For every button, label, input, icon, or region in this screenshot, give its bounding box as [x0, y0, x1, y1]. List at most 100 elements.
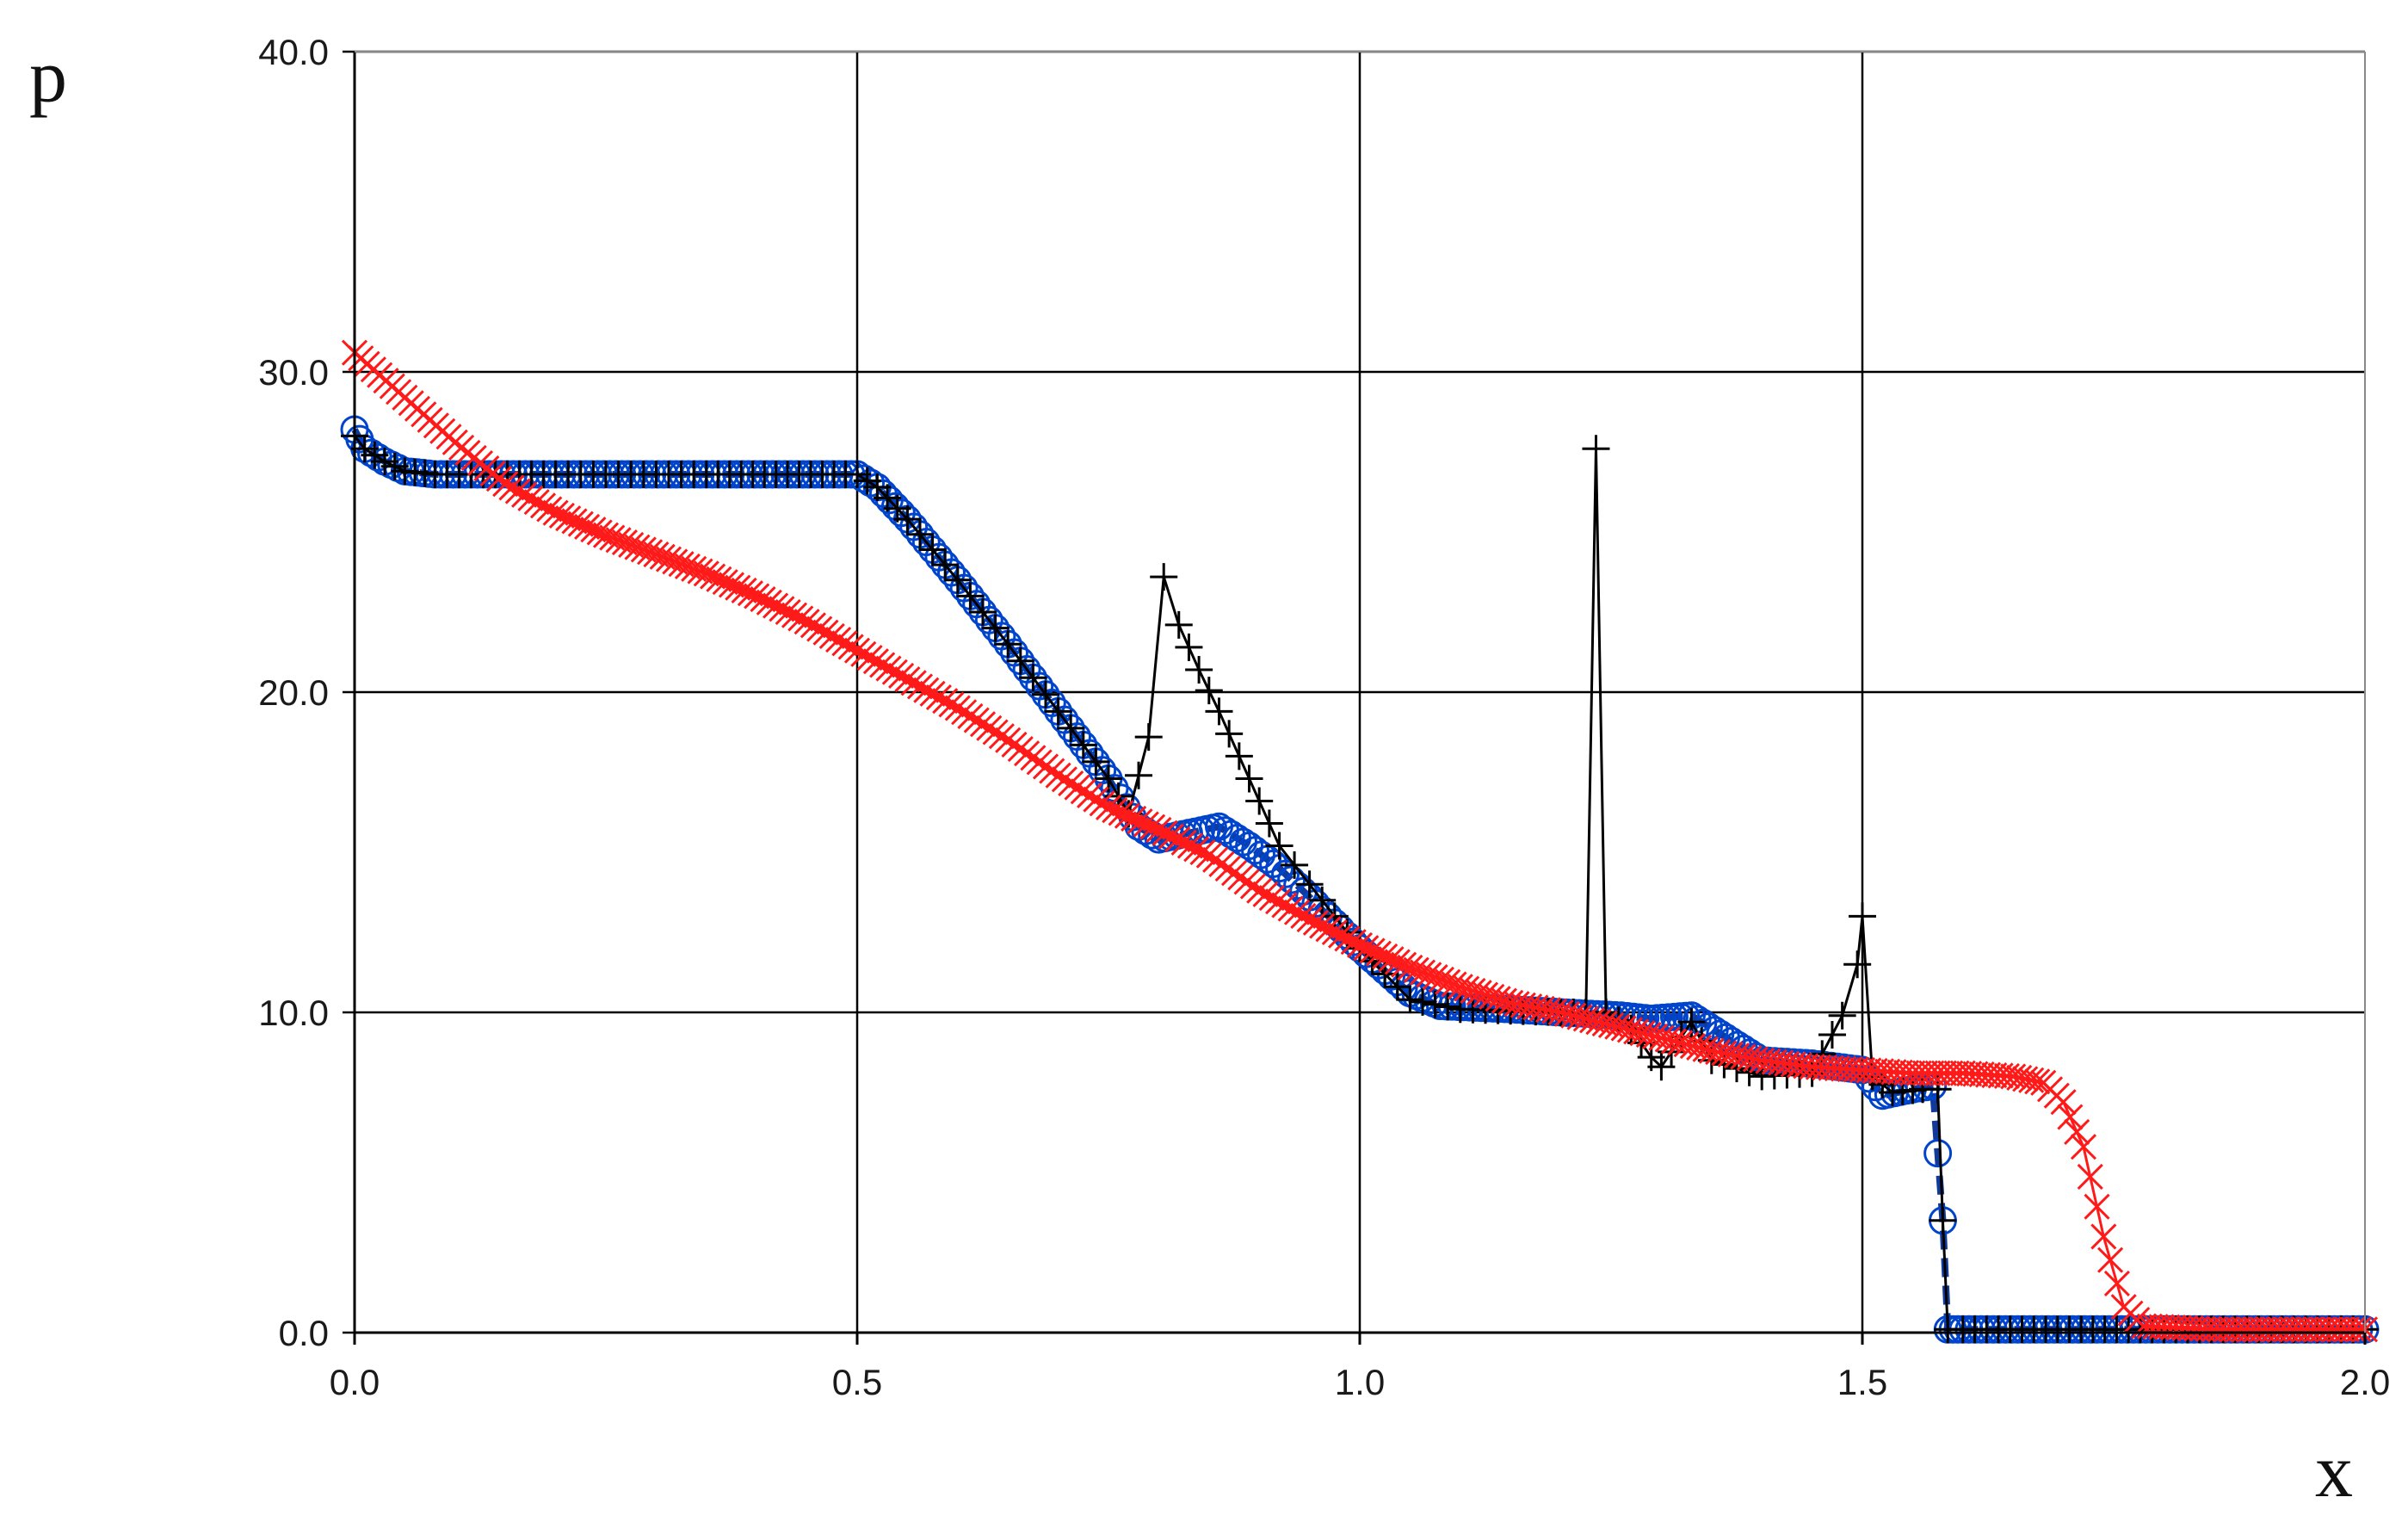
data-point: [1239, 873, 1266, 900]
data-point: [511, 481, 538, 508]
data-point: [712, 569, 738, 596]
data-point: [818, 622, 845, 649]
data-point: [1189, 838, 1216, 866]
data-point: [982, 719, 1009, 746]
data-point: [1164, 826, 1191, 853]
data-point: [919, 680, 946, 707]
data-point: [763, 592, 789, 619]
data-point: [1295, 870, 1324, 899]
data-point: [843, 637, 871, 664]
y-tick-label: 30.0: [258, 352, 329, 393]
data-point: [2315, 1316, 2343, 1343]
data-point: [1202, 846, 1229, 873]
data-point: [1095, 794, 1122, 820]
data-point: [693, 560, 719, 587]
data-point: [1918, 1060, 1945, 1086]
data-point: [2050, 1089, 2077, 1116]
data-point: [981, 614, 1010, 642]
data-point: [1175, 633, 1203, 661]
data-point: [504, 478, 531, 504]
data-point: [1134, 723, 1163, 752]
data-point: [951, 699, 978, 726]
data-point: [862, 648, 889, 675]
data-point: [744, 583, 770, 609]
data-point: [1281, 851, 1309, 879]
data-point: [1340, 929, 1367, 956]
data-point: [517, 485, 544, 512]
data-point: [2327, 1316, 2355, 1343]
data-point: [988, 723, 1015, 750]
data-point: [1911, 1060, 1939, 1086]
data-point: [1667, 1023, 1695, 1051]
data-point: [523, 489, 550, 516]
data-point: [1069, 731, 1097, 759]
x-tick-label: 2.0: [2340, 1362, 2390, 1402]
data-point: [2103, 1270, 2130, 1297]
data-point: [561, 508, 588, 535]
data-point: [1849, 902, 1876, 931]
data-point: [932, 688, 959, 715]
data-point: [718, 572, 745, 598]
data-point: [1320, 902, 1349, 931]
data-point: [2057, 1104, 2084, 1130]
data-point: [1014, 740, 1040, 767]
data-point: [1365, 940, 1392, 967]
data-point: [1077, 782, 1103, 809]
data-point: [1082, 747, 1110, 776]
data-point: [944, 695, 971, 721]
data-point: [775, 598, 801, 626]
data-point: [2225, 1316, 2251, 1343]
data-point: [1930, 1060, 1957, 1086]
data-point: [1309, 913, 1336, 939]
data-point: [580, 517, 607, 543]
data-point: [1937, 1060, 1964, 1086]
tick-labels: 0.0 10.0 20.0 30.0 40.0 0.0 0.5 1.0 1.5 2.0: [258, 32, 2390, 1402]
data-point: [1245, 787, 1274, 815]
data-point: [969, 598, 997, 626]
data-point: [1058, 770, 1084, 797]
data-point: [567, 510, 594, 537]
data-point: [856, 644, 883, 671]
data-point: [1710, 1050, 1738, 1079]
data-point: [1277, 895, 1304, 922]
data-point: [1346, 931, 1374, 958]
data-point: [2237, 1316, 2263, 1343]
data-point: [492, 471, 519, 498]
data-point: [1225, 742, 1253, 770]
data-point: [1409, 987, 1436, 1016]
data-point: [1133, 811, 1159, 838]
data-point: [957, 702, 984, 729]
data-point: [2255, 1316, 2281, 1343]
data-point: [931, 551, 960, 579]
data-point: [831, 630, 858, 657]
data-point: [825, 627, 852, 653]
data-point: [1893, 1060, 1920, 1086]
data-point: [1246, 877, 1273, 904]
data-point: [706, 566, 732, 592]
data-point: [2219, 1316, 2245, 1343]
data-point: [781, 602, 808, 628]
data-point: [1943, 1060, 1970, 1086]
data-point: [2249, 1316, 2275, 1343]
data-point: [2321, 1316, 2349, 1343]
data-point: [969, 711, 997, 738]
data-point: [1321, 919, 1348, 946]
data-point: [1283, 899, 1311, 925]
data-point: [529, 492, 557, 519]
data-point: [1044, 697, 1072, 726]
data-point: [1183, 836, 1210, 863]
data-point: [700, 563, 726, 590]
data-point: [1315, 916, 1342, 943]
data-point: [731, 577, 757, 603]
data-point: [925, 684, 952, 711]
data-point: [1158, 823, 1185, 850]
data-point: [1647, 1053, 1676, 1081]
data-point: [1006, 647, 1034, 675]
data-point: [1359, 937, 1386, 964]
x-tick-label: 1.5: [1837, 1362, 1887, 1402]
data-point: [2291, 1316, 2318, 1343]
data-point: [1164, 610, 1193, 639]
data-point: [906, 520, 934, 548]
data-point: [812, 619, 839, 646]
